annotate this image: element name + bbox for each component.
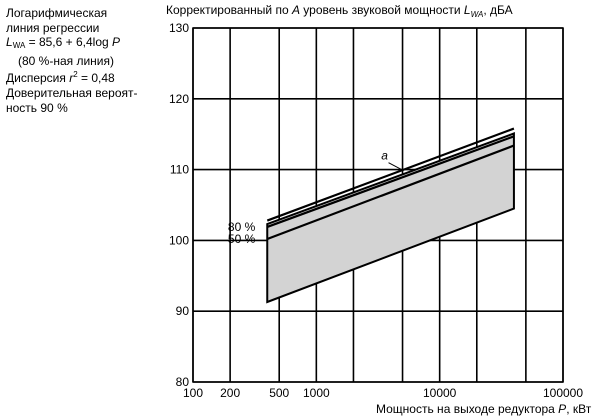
x-axis-title: Мощность на выходе редуктора P, кВт [376,402,592,416]
series-line-2 [266,135,515,228]
x-tick-label: 1000 [303,386,330,400]
formula-symbol: L [6,35,13,50]
band-layer [266,132,515,304]
formula-variable: P [112,35,121,50]
legend-dispersion: Дисперсия r2 = 0,48 [6,68,166,86]
annotation-leader [388,162,403,171]
legend-line-4: (80 %-ная линия) [18,53,115,68]
x-axis-title-suffix: , кВт [566,402,592,416]
confidence-band [266,132,515,304]
x-tick-label: 100 [183,386,203,400]
series-line-3 [266,144,515,241]
y-axis-title-italic: A [291,3,300,17]
legend-line-7: ность 90 % [6,100,68,115]
x-tick-label: 200 [220,386,240,400]
dispersion-label: Дисперсия [6,71,70,86]
series-line-1 [266,127,515,222]
legend-formula: LWA = 85,6 + 6,4log P [6,35,166,54]
y-axis-title-symbol: L [464,3,471,17]
dispersion-value: = 0,48 [77,71,115,86]
x-axis-title-italic: P [558,402,566,416]
x-tick-label: 100000 [543,386,583,400]
y-axis-title: Корректированный по A уровень звуковой м… [166,3,513,19]
y-axis-title-suffix: , дБА [483,3,512,17]
dispersion-r: r [69,71,74,86]
x-tick-label: 500 [269,386,289,400]
legend-block: Логарифмическая линия регрессии LWA = 85… [6,6,166,115]
formula-equation: = 85,6 + 6,4log [25,35,113,50]
series-label-3: 50 % [228,232,256,246]
series-label-2: 80 % [228,220,256,234]
dispersion-sup: 2 [73,70,78,80]
formula-subscript: WA [12,41,26,51]
plot-frame [192,27,564,383]
y-tick-label: 90 [176,304,190,318]
y-tick-label: 120 [169,92,189,106]
y-axis-title-subscript: WA [471,10,484,19]
legend-line-2: линия регрессии [6,20,100,35]
x-axis-title-prefix: Мощность на выходе редуктора [376,402,558,416]
y-tick-label: 80 [176,375,190,389]
annotation-label: a [381,149,388,163]
legend-line-1: Логарифмическая [6,6,108,20]
labels-layer: 80 90 100 110 120 130 100 200 500 1000 10000 100000… [169,21,583,400]
y-tick-label: 100 [169,233,189,247]
lines-layer [266,127,515,241]
x-tick-label: 10000 [423,386,457,400]
y-tick-label: 110 [170,163,189,177]
y-axis-title-mid: уровень звуковой мощности [300,3,464,17]
y-axis-title-prefix: Корректированный по [166,3,292,17]
y-tick-label: 130 [169,21,189,35]
legend-line-6: Доверительная вероят- [6,85,138,100]
